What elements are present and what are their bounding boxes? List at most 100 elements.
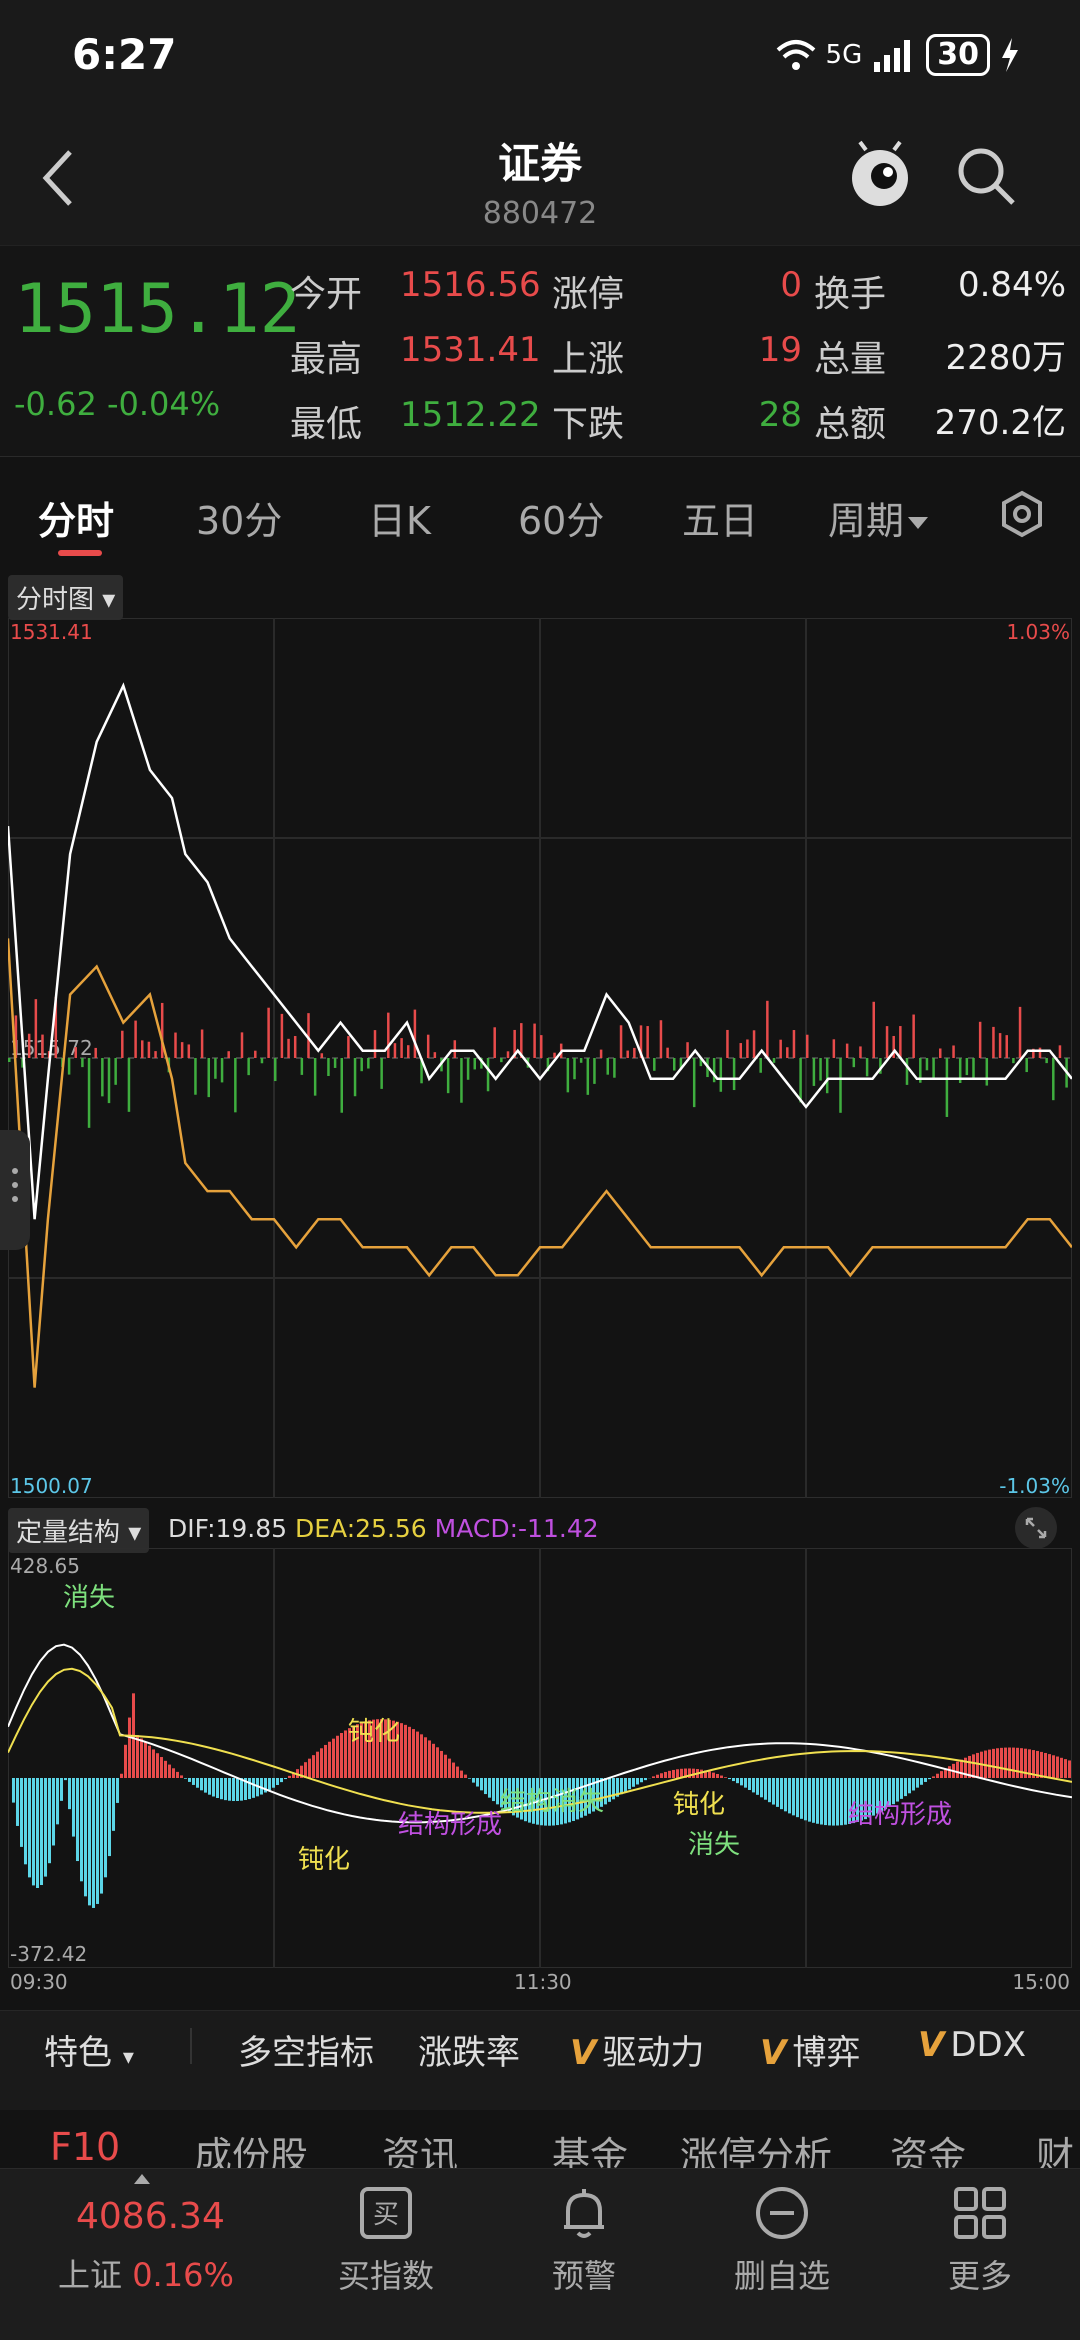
volume-bar-up: [121, 1030, 124, 1058]
macd-bar-down: [840, 1778, 843, 1826]
mascot-icon[interactable]: [848, 140, 912, 210]
volume-bar-up: [885, 1026, 889, 1058]
macd-bar-down: [856, 1778, 859, 1822]
index-quote[interactable]: 上证 0.16%: [58, 2256, 234, 2294]
more-button[interactable]: 更多: [920, 2185, 1040, 2297]
network-type: 5G: [825, 40, 863, 70]
volume-bar-down: [852, 1058, 856, 1068]
volume-bar-down: [460, 1058, 463, 1103]
back-icon[interactable]: [40, 148, 76, 208]
volume-bar-down: [985, 1058, 989, 1086]
macd-bar-up: [300, 1765, 303, 1778]
index-value[interactable]: 4086.34: [76, 2196, 225, 2237]
volume-bar-up: [746, 1039, 749, 1058]
volume-bar-up: [433, 1052, 437, 1058]
macd-bar-up: [1032, 1750, 1035, 1778]
volume-bar-down: [274, 1058, 277, 1082]
macd-bar-down: [880, 1778, 883, 1812]
volume-bar-down: [420, 1058, 423, 1084]
grid-icon: [954, 2187, 1006, 2239]
macd-bar-down: [904, 1778, 907, 1797]
volume-bar-up: [27, 1033, 31, 1058]
macd-bar-up: [932, 1776, 935, 1778]
indicator-rise-fall-rate[interactable]: 涨跌率: [418, 2033, 520, 2073]
macd-bar-down: [564, 1778, 567, 1824]
volume-bar-down: [759, 1058, 762, 1073]
volume-bar-up: [779, 1039, 782, 1058]
buy-index-button[interactable]: 买 买指数: [326, 2185, 446, 2297]
tab-60min[interactable]: 60分: [518, 499, 605, 543]
expand-icon[interactable]: [1014, 1506, 1058, 1550]
macd-bar-up: [720, 1775, 723, 1778]
tab-30min[interactable]: 30分: [196, 499, 283, 543]
intraday-chart[interactable]: [8, 618, 1072, 1498]
remove-favorite-button[interactable]: 删自选: [722, 2185, 842, 2297]
chart-type-selector[interactable]: 分时图 ▾: [8, 575, 124, 620]
volume-bar-down: [965, 1058, 969, 1076]
macd-bar-down: [200, 1778, 203, 1791]
tab-period[interactable]: 周期: [828, 490, 929, 545]
macd-bar-down: [736, 1778, 739, 1784]
turnover-label: 换手: [814, 274, 887, 315]
volume-bar-down: [21, 1058, 24, 1068]
macd-bar-down: [508, 1778, 511, 1813]
volume-bar-up: [832, 1039, 836, 1058]
macd-bar-up: [416, 1731, 419, 1778]
feature-dropdown[interactable]: 特色 ▾: [44, 2033, 134, 2073]
volume-bar-up: [739, 1043, 742, 1058]
tab-f10[interactable]: F10: [50, 2125, 121, 2169]
volume-bar-down: [919, 1058, 922, 1083]
macd-bar-down: [64, 1778, 67, 1781]
macd-bar-up: [140, 1738, 143, 1778]
macd-bar-down: [36, 1778, 39, 1888]
volume-bar-up: [347, 1036, 350, 1058]
macd-bar-up: [964, 1757, 967, 1778]
volume-bar-up: [400, 1038, 403, 1058]
macd-bar-up: [956, 1761, 959, 1778]
alert-button[interactable]: 预警: [524, 2185, 644, 2297]
indicator-drive-force[interactable]: V 驱动力: [570, 2033, 705, 2073]
macd-bar-down: [560, 1778, 563, 1825]
indicator-game[interactable]: V 博弈: [760, 2033, 861, 2073]
macd-bar-up: [172, 1768, 175, 1778]
search-icon[interactable]: [955, 145, 1017, 207]
macd-bar-up: [960, 1759, 963, 1778]
volume-bar-down: [932, 1058, 935, 1080]
volume-bar-up: [599, 1049, 603, 1058]
tab-daily-k[interactable]: 日K: [368, 499, 431, 543]
macd-bar-up: [348, 1728, 351, 1778]
macd-bar-down: [52, 1778, 55, 1846]
macd-bar-down: [640, 1778, 643, 1783]
tab-five-day[interactable]: 五日: [682, 499, 759, 543]
tab-intraday[interactable]: 分时: [38, 499, 115, 543]
macd-bar-down: [496, 1778, 499, 1805]
macd-bar-up: [1040, 1751, 1043, 1778]
macd-bar-up: [1000, 1747, 1003, 1778]
macd-bar-down: [500, 1778, 503, 1808]
volume-bar-down: [340, 1058, 343, 1113]
macd-bar-down: [912, 1778, 915, 1791]
macd-bar-up: [656, 1774, 659, 1778]
macd-bar-up: [1004, 1747, 1007, 1778]
macd-bar-down: [272, 1778, 275, 1788]
macd-bar-down: [208, 1778, 211, 1795]
macd-bar-up: [404, 1724, 407, 1778]
side-handle[interactable]: [0, 1130, 30, 1250]
high-value: 1531.41: [400, 330, 541, 370]
indicator-long-short[interactable]: 多空指标: [238, 2033, 374, 2073]
indicator-ddx[interactable]: V DDX: [918, 2025, 1026, 2065]
macd-bar-down: [112, 1778, 115, 1831]
indicator-selector[interactable]: 定量结构 ▾: [8, 1508, 150, 1553]
macd-bar-down: [84, 1778, 87, 1897]
macd-bar-up: [660, 1773, 663, 1778]
settings-hexagon-icon[interactable]: [998, 490, 1046, 538]
macd-bar-up: [148, 1745, 151, 1778]
signal-icon: [874, 40, 911, 72]
amount-value: 270.2亿: [934, 403, 1066, 443]
volume-bar-down: [945, 1058, 949, 1117]
volume-bar-up: [992, 1026, 995, 1058]
status-icons: 5G 30: [776, 34, 1020, 76]
macd-bar-down: [884, 1778, 887, 1810]
volume-bar-down: [839, 1058, 842, 1113]
